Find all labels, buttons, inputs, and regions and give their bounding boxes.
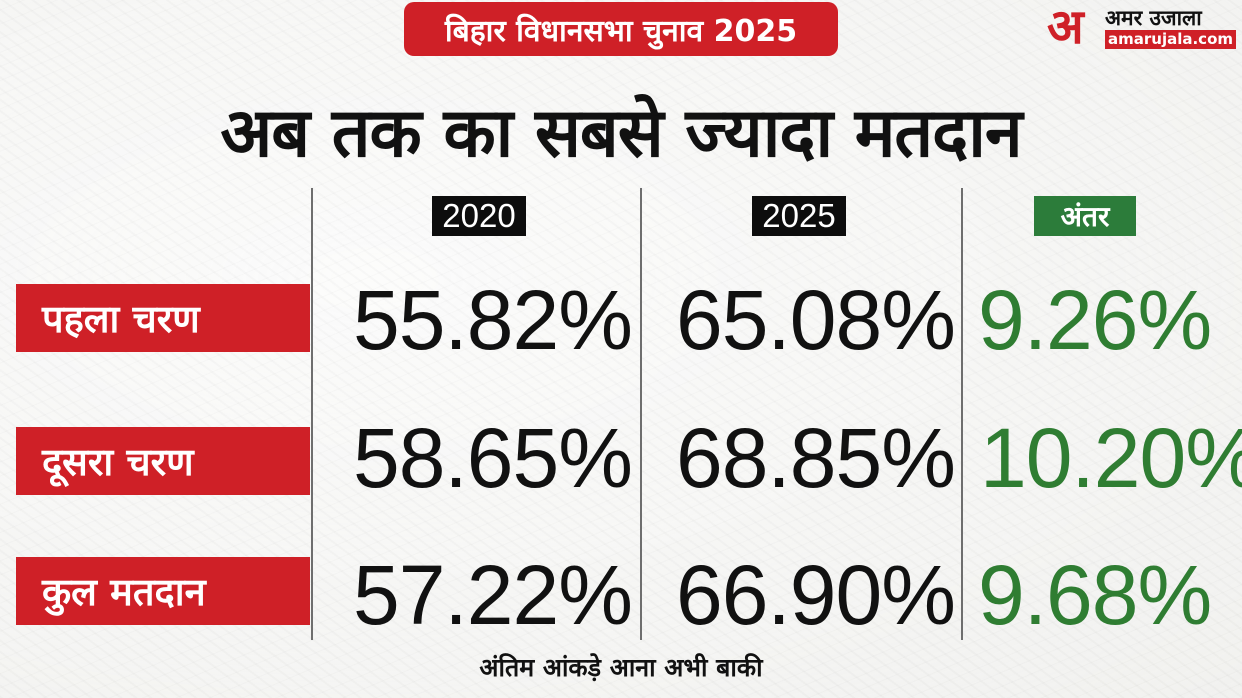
- value-2020-second-phase: 58.65%: [353, 411, 633, 505]
- column-divider: [311, 188, 313, 640]
- logo-mark: अ: [1047, 0, 1084, 55]
- value-2020-total: 57.22%: [353, 548, 633, 642]
- column-divider: [961, 188, 963, 640]
- row-label-second-phase: दूसरा चरण: [16, 427, 310, 495]
- footnote: अंतिम आंकड़े आना अभी बाकी: [479, 653, 763, 682]
- value-2025-second-phase: 68.85%: [676, 411, 956, 505]
- value-2020-first-phase: 55.82%: [353, 273, 633, 367]
- value-2025-total: 66.90%: [676, 548, 956, 642]
- value-diff-first-phase: 9.26%: [978, 273, 1212, 367]
- logo-name: अमर उजाला: [1105, 6, 1202, 30]
- logo-url: amarujala.com: [1105, 30, 1237, 49]
- election-tag: बिहार विधानसभा चुनाव 2025: [404, 2, 838, 56]
- row-label-first-phase: पहला चरण: [16, 284, 310, 352]
- value-diff-second-phase: 10.20%: [980, 411, 1242, 505]
- value-diff-total: 9.68%: [978, 548, 1212, 642]
- column-header-2025: 2025: [752, 196, 846, 236]
- row-label-total-turnout: कुल मतदान: [16, 557, 310, 625]
- column-header-difference: अंतर: [1034, 196, 1136, 236]
- headline: अब तक का सबसे ज्यादा मतदान: [220, 94, 1022, 173]
- amar-ujala-logo: अ अमर उजाला amarujala.com: [1047, 2, 1237, 52]
- column-divider: [640, 188, 642, 640]
- column-header-2020: 2020: [432, 196, 526, 236]
- value-2025-first-phase: 65.08%: [676, 273, 956, 367]
